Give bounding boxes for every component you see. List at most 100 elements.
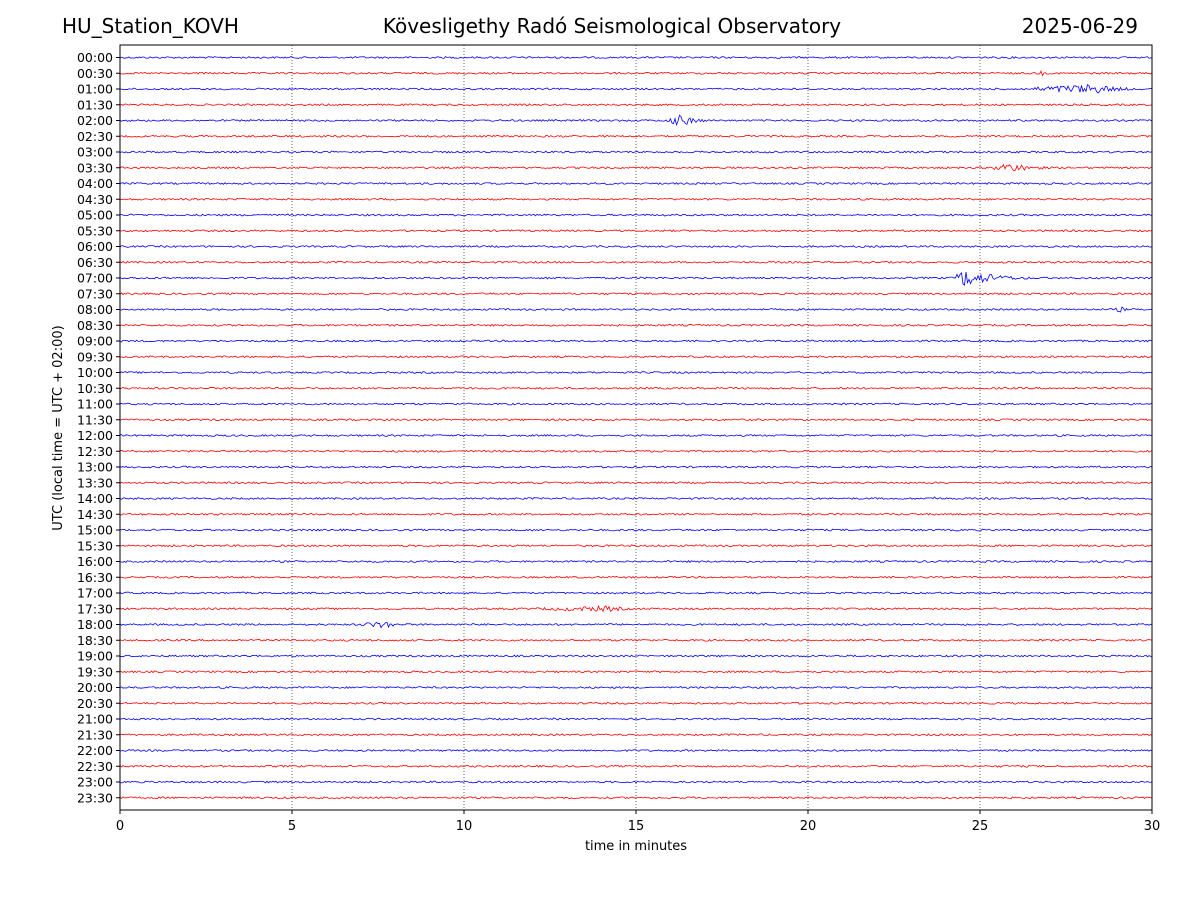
trace-1730 xyxy=(119,604,1153,613)
y-tick-label: 13:30 xyxy=(77,475,113,490)
y-tick-label: 07:30 xyxy=(77,286,113,301)
trace-1200 xyxy=(119,434,1153,437)
trace-1030 xyxy=(119,386,1153,390)
y-tick-label: 06:30 xyxy=(77,255,113,270)
y-tick-label: 21:30 xyxy=(77,727,113,742)
x-tick-label: 5 xyxy=(288,819,296,834)
x-tick-label: 25 xyxy=(972,819,989,834)
y-tick-label: 14:00 xyxy=(77,491,113,506)
y-tick-label: 16:30 xyxy=(77,570,113,585)
trace-2330 xyxy=(119,796,1153,800)
trace-1900 xyxy=(119,654,1153,658)
trace-2130 xyxy=(119,733,1153,737)
trace-2200 xyxy=(119,749,1153,752)
trace-1330 xyxy=(119,481,1153,485)
trace-1830 xyxy=(119,638,1153,642)
x-tick-label: 10 xyxy=(456,819,473,834)
x-tick-label: 0 xyxy=(116,819,124,834)
trace-0700 xyxy=(119,272,1153,286)
y-tick-label: 19:00 xyxy=(77,649,113,664)
y-tick-label: 02:30 xyxy=(77,129,113,144)
page-title: Kövesligethy Radó Seismological Observat… xyxy=(382,14,842,38)
y-tick-label: 01:00 xyxy=(77,82,113,97)
y-tick-label: 04:00 xyxy=(77,176,113,191)
trace-0930 xyxy=(119,355,1153,359)
trace-1530 xyxy=(119,544,1153,548)
x-tick-label: 30 xyxy=(1144,819,1161,834)
x-tick-label: 20 xyxy=(800,819,817,834)
grid-lines xyxy=(291,45,981,810)
y-tick-label: 09:00 xyxy=(77,334,113,349)
y-tick-label: 02:00 xyxy=(77,113,113,128)
plot-date: 2025-06-29 xyxy=(1021,14,1138,38)
trace-0230 xyxy=(119,134,1153,138)
trace-0030 xyxy=(119,70,1153,77)
trace-0900 xyxy=(119,339,1153,343)
y-tick-label: 00:00 xyxy=(77,50,113,65)
y-tick-label: 22:00 xyxy=(77,743,113,758)
trace-1430 xyxy=(119,512,1153,516)
trace-1400 xyxy=(119,496,1153,500)
y-tick-label: 17:30 xyxy=(77,601,113,616)
y-axis: 00:0000:3001:0001:3002:0002:3003:0003:30… xyxy=(77,50,120,805)
trace-0300 xyxy=(119,150,1153,154)
y-tick-label: 09:30 xyxy=(77,349,113,364)
trace-1230 xyxy=(119,449,1153,453)
trace-0600 xyxy=(119,245,1153,248)
trace-1800 xyxy=(119,621,1153,629)
trace-0800 xyxy=(119,306,1153,313)
trace-1630 xyxy=(119,575,1153,579)
trace-0100 xyxy=(119,83,1153,94)
trace-group xyxy=(119,56,1153,800)
y-tick-label: 03:30 xyxy=(77,160,113,175)
trace-1000 xyxy=(119,371,1153,374)
y-tick-label: 18:30 xyxy=(77,633,113,648)
trace-0430 xyxy=(119,197,1153,201)
y-tick-label: 10:00 xyxy=(77,365,113,380)
y-tick-label: 01:30 xyxy=(77,97,113,112)
y-tick-label: 23:00 xyxy=(77,775,113,790)
y-tick-label: 17:00 xyxy=(77,586,113,601)
trace-0000 xyxy=(119,56,1153,59)
x-axis-label: time in minutes xyxy=(585,839,687,854)
x-tick-label: 15 xyxy=(628,819,645,834)
plot-frame xyxy=(119,44,1153,811)
y-tick-label: 12:30 xyxy=(77,444,113,459)
trace-0400 xyxy=(119,182,1153,185)
y-axis-label: UTC (local time = UTC + 02:00) xyxy=(51,325,66,530)
trace-2100 xyxy=(119,717,1153,721)
trace-2300 xyxy=(119,780,1153,784)
y-tick-label: 10:30 xyxy=(77,381,113,396)
trace-1100 xyxy=(119,402,1153,406)
y-tick-label: 20:00 xyxy=(77,680,113,695)
trace-1300 xyxy=(119,465,1153,469)
trace-1700 xyxy=(119,591,1153,595)
y-tick-label: 18:00 xyxy=(77,617,113,632)
y-tick-label: 11:30 xyxy=(77,412,113,427)
y-tick-label: 23:30 xyxy=(77,790,113,805)
trace-2000 xyxy=(119,686,1153,689)
x-axis: 0 5 10 15 20 25 30 xyxy=(116,810,1160,834)
y-tick-label: 12:00 xyxy=(77,428,113,443)
y-tick-label: 03:00 xyxy=(77,145,113,160)
trace-0830 xyxy=(119,323,1153,327)
trace-1500 xyxy=(119,528,1153,532)
trace-2230 xyxy=(119,764,1153,768)
y-tick-label: 08:30 xyxy=(77,318,113,333)
y-tick-label: 05:00 xyxy=(77,208,113,223)
y-tick-label: 21:00 xyxy=(77,712,113,727)
trace-0530 xyxy=(119,229,1153,233)
y-tick-label: 00:30 xyxy=(77,66,113,81)
y-tick-label: 15:00 xyxy=(77,523,113,538)
trace-0500 xyxy=(119,213,1153,217)
y-tick-label: 14:30 xyxy=(77,507,113,522)
trace-0730 xyxy=(119,292,1153,296)
y-tick-label: 22:30 xyxy=(77,759,113,774)
station-name: HU_Station_KOVH xyxy=(62,14,239,38)
y-tick-label: 15:30 xyxy=(77,538,113,553)
y-tick-label: 07:00 xyxy=(77,271,113,286)
trace-0200 xyxy=(119,114,1153,127)
trace-0130 xyxy=(119,103,1153,107)
trace-1130 xyxy=(119,418,1153,422)
trace-0330 xyxy=(119,163,1153,172)
